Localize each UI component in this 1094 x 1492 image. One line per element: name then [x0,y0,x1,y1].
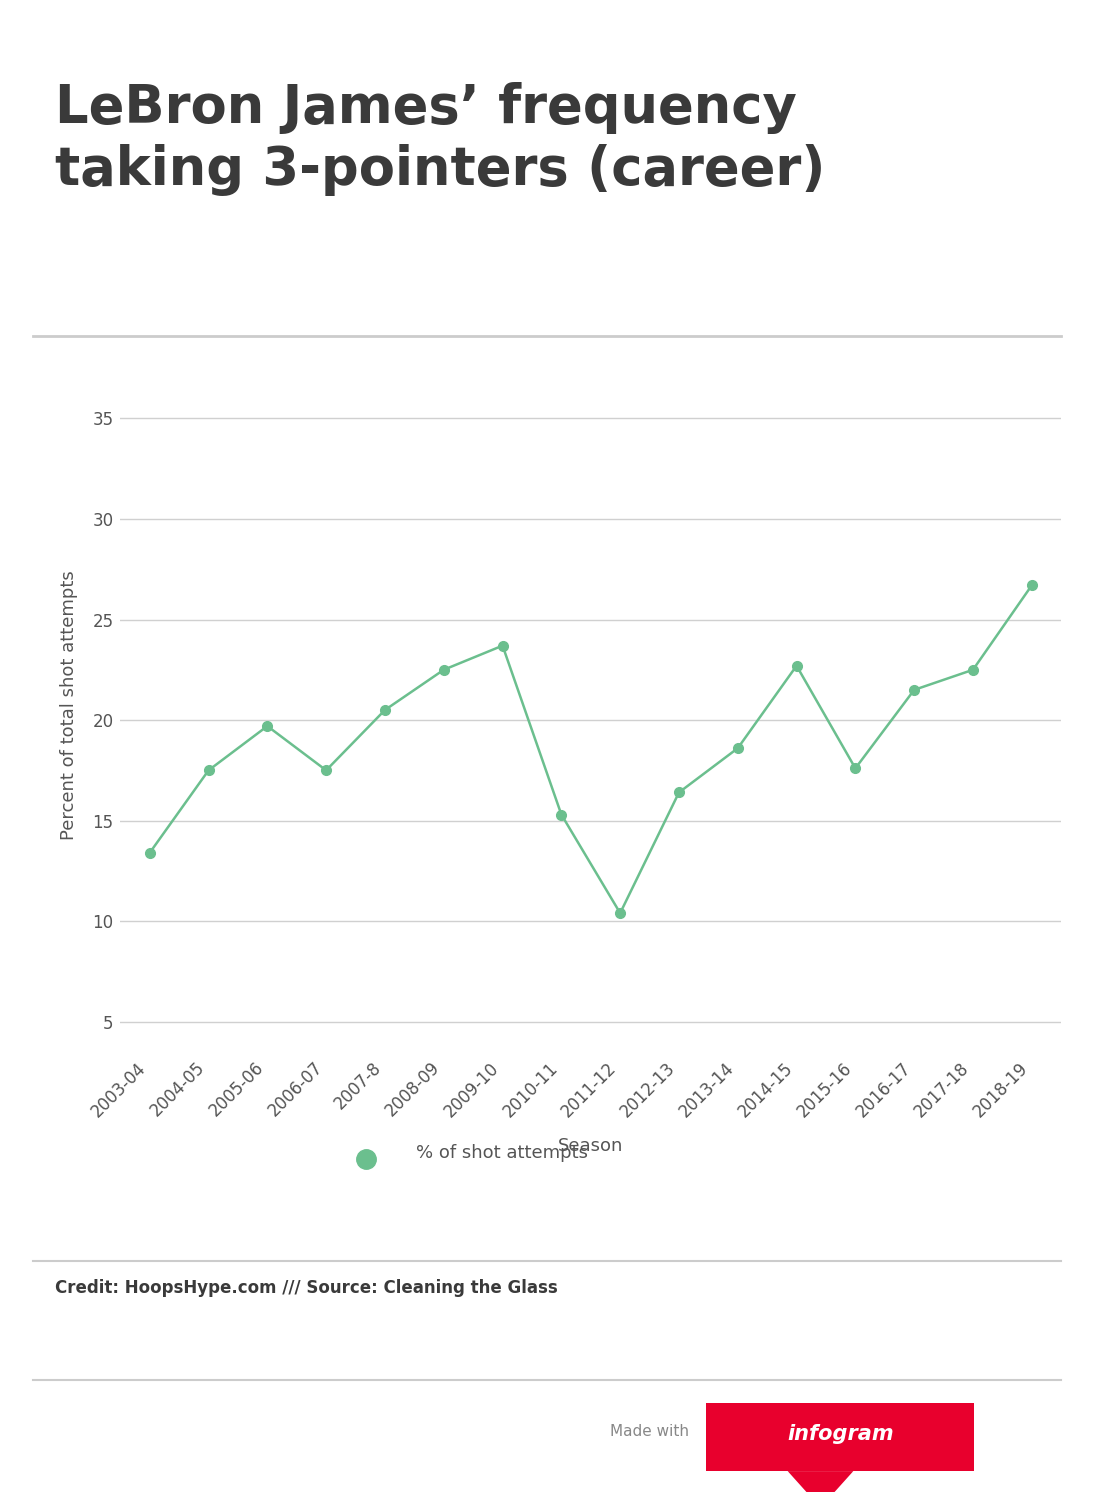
FancyBboxPatch shape [706,1402,974,1471]
X-axis label: Season: Season [558,1137,624,1155]
Text: LeBron James’ frequency
taking 3-pointers (career): LeBron James’ frequency taking 3-pointer… [55,82,825,197]
Polygon shape [788,1471,853,1492]
Text: infogram: infogram [787,1423,894,1444]
Text: Made with: Made with [610,1423,689,1438]
Text: Credit: HoopsHype.com /// Source: Cleaning the Glass: Credit: HoopsHype.com /// Source: Cleani… [55,1279,558,1297]
Text: % of shot attempts: % of shot attempts [416,1144,587,1162]
Y-axis label: Percent of total shot attempts: Percent of total shot attempts [60,570,79,840]
